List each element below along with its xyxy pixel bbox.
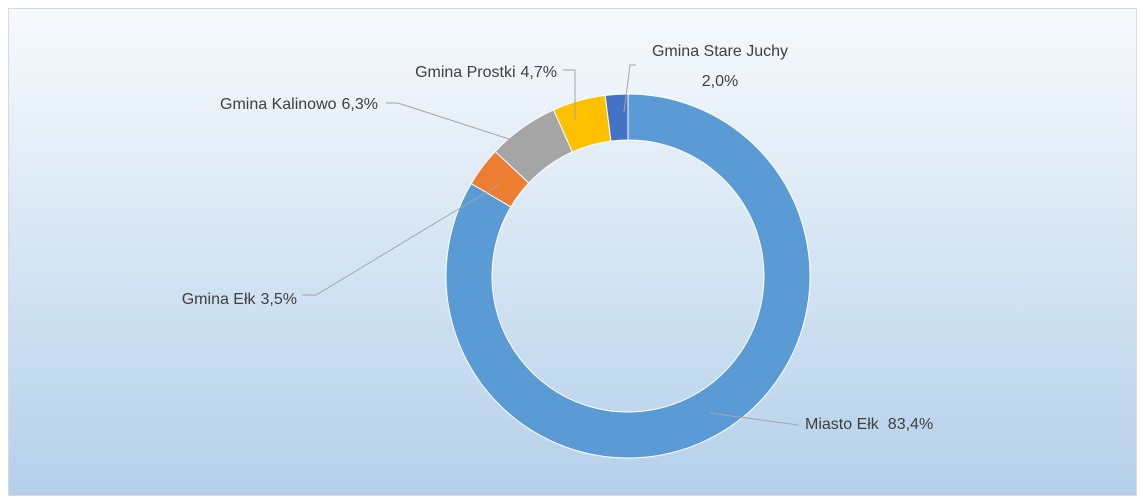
data-label-value: 6,3%	[342, 96, 378, 113]
data-label: Gmina Kalinowo 6,3%	[220, 96, 378, 113]
data-label-name: Gmina Kalinowo	[220, 96, 337, 113]
leader-line	[302, 183, 501, 296]
leader-line	[623, 64, 636, 113]
data-label-name: Miasto Ełk	[805, 416, 880, 433]
data-label-value: 3,5%	[261, 291, 297, 308]
data-label-value: 83,4%	[888, 416, 933, 433]
data-label: Gmina Ełk 3,5%	[182, 291, 297, 308]
data-label: Gmina Prostki 4,7%	[415, 64, 557, 81]
leader-line	[563, 69, 576, 120]
leader-line	[709, 412, 799, 426]
data-label-value: 2,0%	[702, 73, 738, 90]
donut-segment	[604, 93, 629, 142]
leader-line	[386, 102, 513, 141]
donut-segment	[445, 93, 811, 459]
data-label-name: Gmina Stare Juchy	[652, 43, 788, 60]
data-label-name: Gmina Prostki	[415, 64, 515, 81]
data-label-value: 4,7%	[521, 64, 557, 81]
data-label-name: Gmina Ełk	[182, 291, 257, 308]
data-label: Miasto Ełk 83,4%	[805, 416, 933, 433]
